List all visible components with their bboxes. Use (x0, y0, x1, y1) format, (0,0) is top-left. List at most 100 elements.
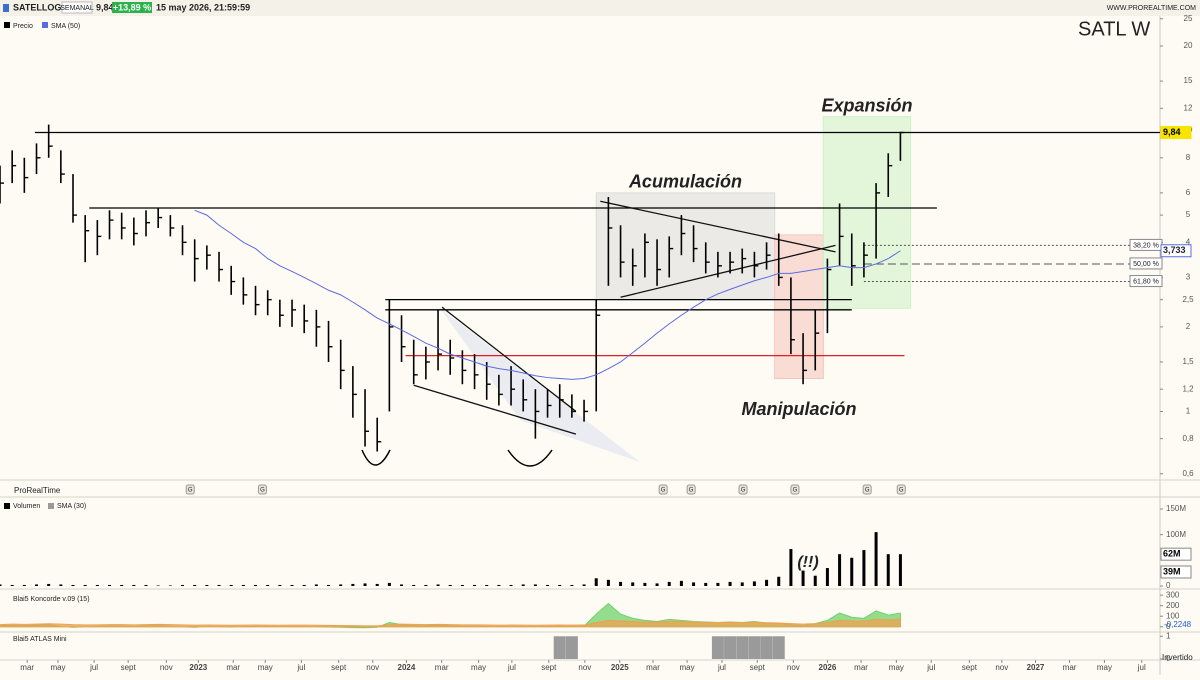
y-tick-label: 20 (1184, 41, 1193, 50)
x-tick-label: mar (435, 663, 449, 672)
atlas-bar (772, 636, 785, 659)
fib-label: 38,20 % (1133, 242, 1159, 249)
volume-bar (546, 584, 550, 586)
event-label: G (689, 488, 694, 494)
platform: ProRealTime (14, 486, 61, 495)
sma-tag: 3,733 (1163, 245, 1186, 255)
header-bar (0, 0, 1200, 16)
volume-bar (679, 580, 683, 586)
volume-bar (156, 585, 160, 586)
volume-bar (777, 576, 781, 586)
site: WWW.PROREALTIME.COM (1107, 5, 1196, 12)
x-tick-label: jul (507, 663, 516, 672)
volume-bar (533, 584, 537, 586)
y-tick-label: 1 (1166, 631, 1171, 640)
x-tick-label: jul (926, 663, 935, 672)
legend-swatch (4, 22, 10, 28)
y-tick-label: 0,6 (1182, 469, 1194, 478)
x-tick-label: nov (160, 663, 173, 672)
x-tick-label: sept (121, 663, 137, 672)
x-tick-label: mar (646, 663, 660, 672)
panel-title: Blai5 Koncorde v.09 (15) (13, 596, 90, 603)
x-tick-label: sept (750, 663, 766, 672)
volume-bar (47, 583, 51, 586)
trend-line (441, 306, 577, 412)
zone-box (822, 116, 912, 309)
legend-swatch (4, 503, 10, 509)
wedge-shade (440, 308, 640, 462)
x-tick-label: 2025 (611, 663, 629, 672)
event-marker (257, 484, 267, 495)
volume-bar (327, 584, 331, 586)
x-tick-label: may (50, 663, 65, 672)
volume-bar (752, 581, 756, 586)
footer: Invertido (1162, 653, 1193, 662)
legend-swatch (48, 503, 54, 509)
volume-bar (83, 584, 87, 586)
y-tick-label: 200 (1166, 601, 1180, 610)
volume-bar (0, 584, 2, 586)
volume-sma-tag-box (1160, 565, 1192, 579)
event-marker (738, 484, 748, 495)
volume-bar (473, 584, 477, 586)
period-box (61, 1, 93, 14)
period: SEMANAL (60, 5, 94, 12)
volume-bar (825, 568, 829, 586)
koncorde-current: -0,2248 (1164, 620, 1192, 629)
zone-label: Acumulación (628, 172, 742, 192)
panel-title: Blai5 ATLAS Mini (13, 636, 67, 643)
volume-bar (582, 584, 586, 586)
volume-bar (71, 584, 75, 586)
volume-bar (801, 570, 805, 586)
volume-bar (363, 583, 367, 586)
volume-bar (789, 549, 793, 586)
y-tick-label: 1,2 (1182, 384, 1194, 393)
volume-bar (740, 582, 744, 586)
x-tick-label: nov (995, 663, 1008, 672)
volume-bar (254, 584, 258, 586)
volume-bar (850, 557, 854, 586)
sma-line (194, 209, 901, 380)
volume-bar (436, 584, 440, 586)
y-tick-label: 300 (1166, 590, 1180, 599)
legend-swatch (42, 22, 48, 28)
y-tick-label: 0,8 (1182, 434, 1194, 443)
datetime: 15 may 2026, 21:59:59 (156, 2, 250, 12)
x-tick-label: may (471, 663, 486, 672)
volume-bar (120, 584, 124, 586)
volume-bar (485, 584, 489, 586)
volume-bar (351, 583, 355, 586)
volume-bar (838, 554, 842, 586)
volume-bar (108, 584, 112, 586)
event-marker (658, 484, 668, 495)
y-tick-label: 5 (1186, 210, 1191, 219)
zone-label: Expansión (821, 95, 912, 115)
x-tick-label: mar (854, 663, 868, 672)
trend-line (413, 384, 577, 435)
event-label: G (661, 488, 666, 494)
atlas-bar (553, 636, 566, 659)
volume-bar (193, 584, 197, 586)
volume-bar (339, 584, 343, 586)
volume-bar (181, 584, 185, 586)
volume-bar (655, 583, 659, 586)
atlas-bar (760, 636, 773, 659)
x-tick-label: jul (1137, 663, 1146, 672)
legend-label: SMA (30) (57, 503, 86, 510)
atlas-bar (736, 636, 749, 659)
volume-bar (168, 585, 172, 586)
volume-bar (874, 532, 878, 586)
fib-box (1129, 257, 1163, 270)
volume-bar (643, 582, 647, 586)
volume-bar (266, 584, 270, 586)
volume-bar (302, 584, 306, 586)
x-tick-label: jul (717, 663, 726, 672)
ticker-tag: SATL W (1078, 18, 1150, 40)
legend-label: Precio (13, 23, 33, 30)
u-curve (361, 449, 391, 466)
y-tick-label: 0 (1166, 622, 1171, 631)
volume-bar (716, 582, 720, 586)
volume-bar (765, 579, 769, 586)
